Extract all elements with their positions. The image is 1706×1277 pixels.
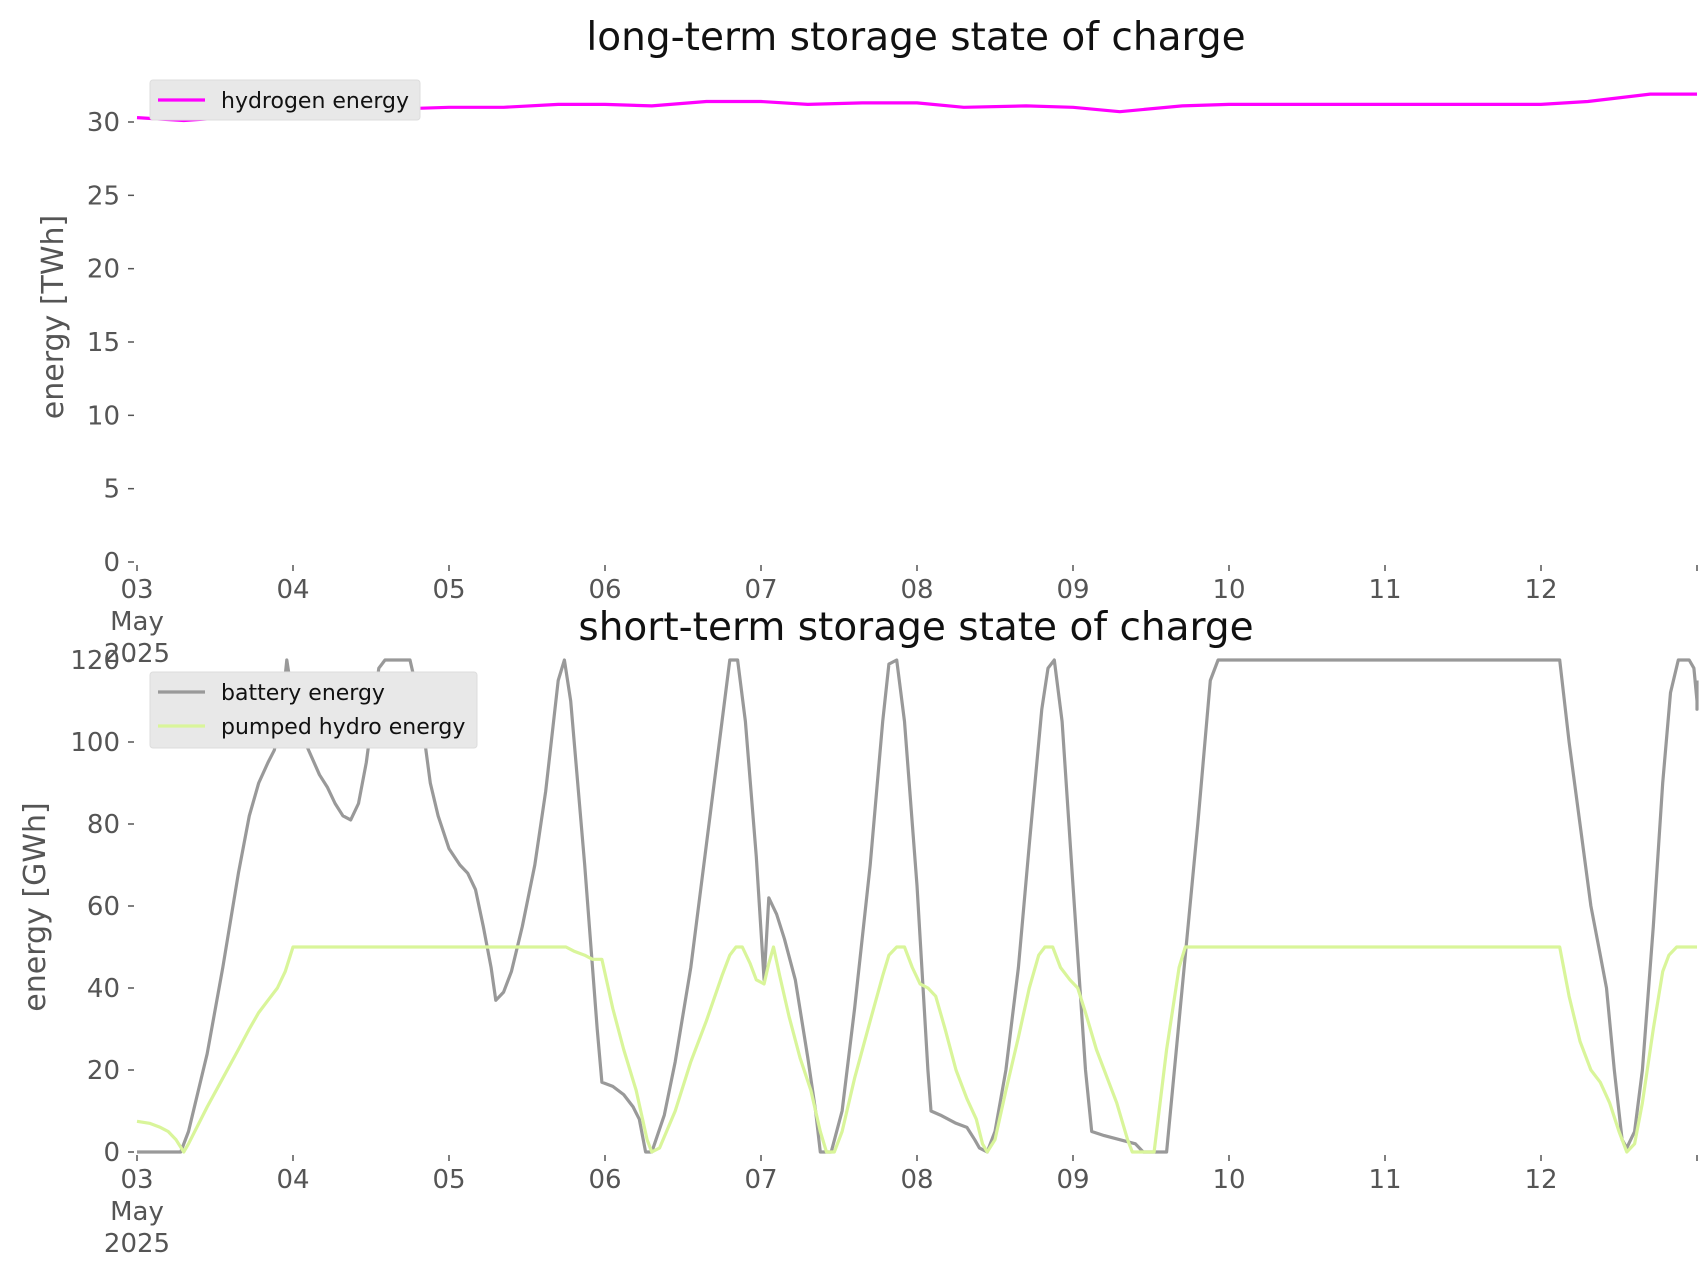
x-tick-label: 04	[276, 1165, 309, 1195]
y-tick-label: 15	[87, 328, 120, 358]
legend: battery energy pumped hydro energy	[149, 671, 478, 749]
x-tick-label: 12	[1524, 1165, 1557, 1195]
x-tick-label: 03	[120, 575, 153, 605]
y-tick-label: 0	[103, 1138, 120, 1168]
x-tick-label: 07	[744, 1165, 777, 1195]
legend-box	[149, 671, 478, 749]
y-tick-label: 40	[87, 974, 120, 1004]
x-tick-label: 05	[432, 575, 465, 605]
y-axis-label: energy [TWh]	[36, 215, 71, 419]
x-tick-label: 2025	[104, 639, 170, 669]
y-tick-label: 120	[70, 646, 120, 676]
legend-label: hydrogen energy	[221, 89, 409, 114]
y-tick-label: 0	[103, 548, 120, 578]
x-tick-label: 06	[588, 1165, 621, 1195]
x-tick-label: May	[110, 607, 164, 637]
x-tick-label: 08	[900, 1165, 933, 1195]
x-tick-label: 07	[744, 575, 777, 605]
x-tick-label: 08	[900, 575, 933, 605]
x-tick-label: 11	[1368, 575, 1401, 605]
x-tick-label: 03	[120, 1165, 153, 1195]
legend: hydrogen energy	[149, 79, 421, 121]
y-tick-label: 5	[103, 475, 120, 505]
legend-label: pumped hydro energy	[221, 715, 465, 740]
y-tick-label: 25	[87, 181, 120, 211]
x-tick-label: 12	[1524, 575, 1557, 605]
x-tick-label: 09	[1056, 1165, 1089, 1195]
y-tick-label: 60	[87, 892, 120, 922]
y-tick-label: 20	[87, 255, 120, 285]
chart-title: short-term storage state of charge	[578, 605, 1253, 650]
legend-label: battery energy	[221, 681, 385, 706]
y-tick-label: 20	[87, 1056, 120, 1086]
series-line-pumped-hydro-energy	[136, 945, 1697, 1154]
x-tick-label: 2025	[104, 1229, 170, 1259]
chart-title: long-term storage state of charge	[586, 15, 1245, 60]
y-axis-label: energy [GWh]	[18, 802, 53, 1011]
y-tick-label: 100	[70, 728, 120, 758]
x-tick-label: 11	[1368, 1165, 1401, 1195]
x-tick-label: 09	[1056, 575, 1089, 605]
y-tick-label: 80	[87, 810, 120, 840]
x-tick-label: 05	[432, 1165, 465, 1195]
series-layer	[136, 658, 1699, 1154]
long-term-storage-panel: long-term storage state of charge energy…	[36, 15, 1698, 669]
y-tick-label: 30	[87, 108, 120, 138]
short-term-storage-panel: short-term storage state of charge energ…	[18, 605, 1699, 1259]
x-tick-label: 10	[1212, 575, 1245, 605]
x-tick-label: May	[110, 1197, 164, 1227]
x-tick-label: 04	[276, 575, 309, 605]
x-tick-label: 10	[1212, 1165, 1245, 1195]
x-tick-label: 06	[588, 575, 621, 605]
legend-box	[149, 79, 421, 121]
y-tick-label: 10	[87, 401, 120, 431]
